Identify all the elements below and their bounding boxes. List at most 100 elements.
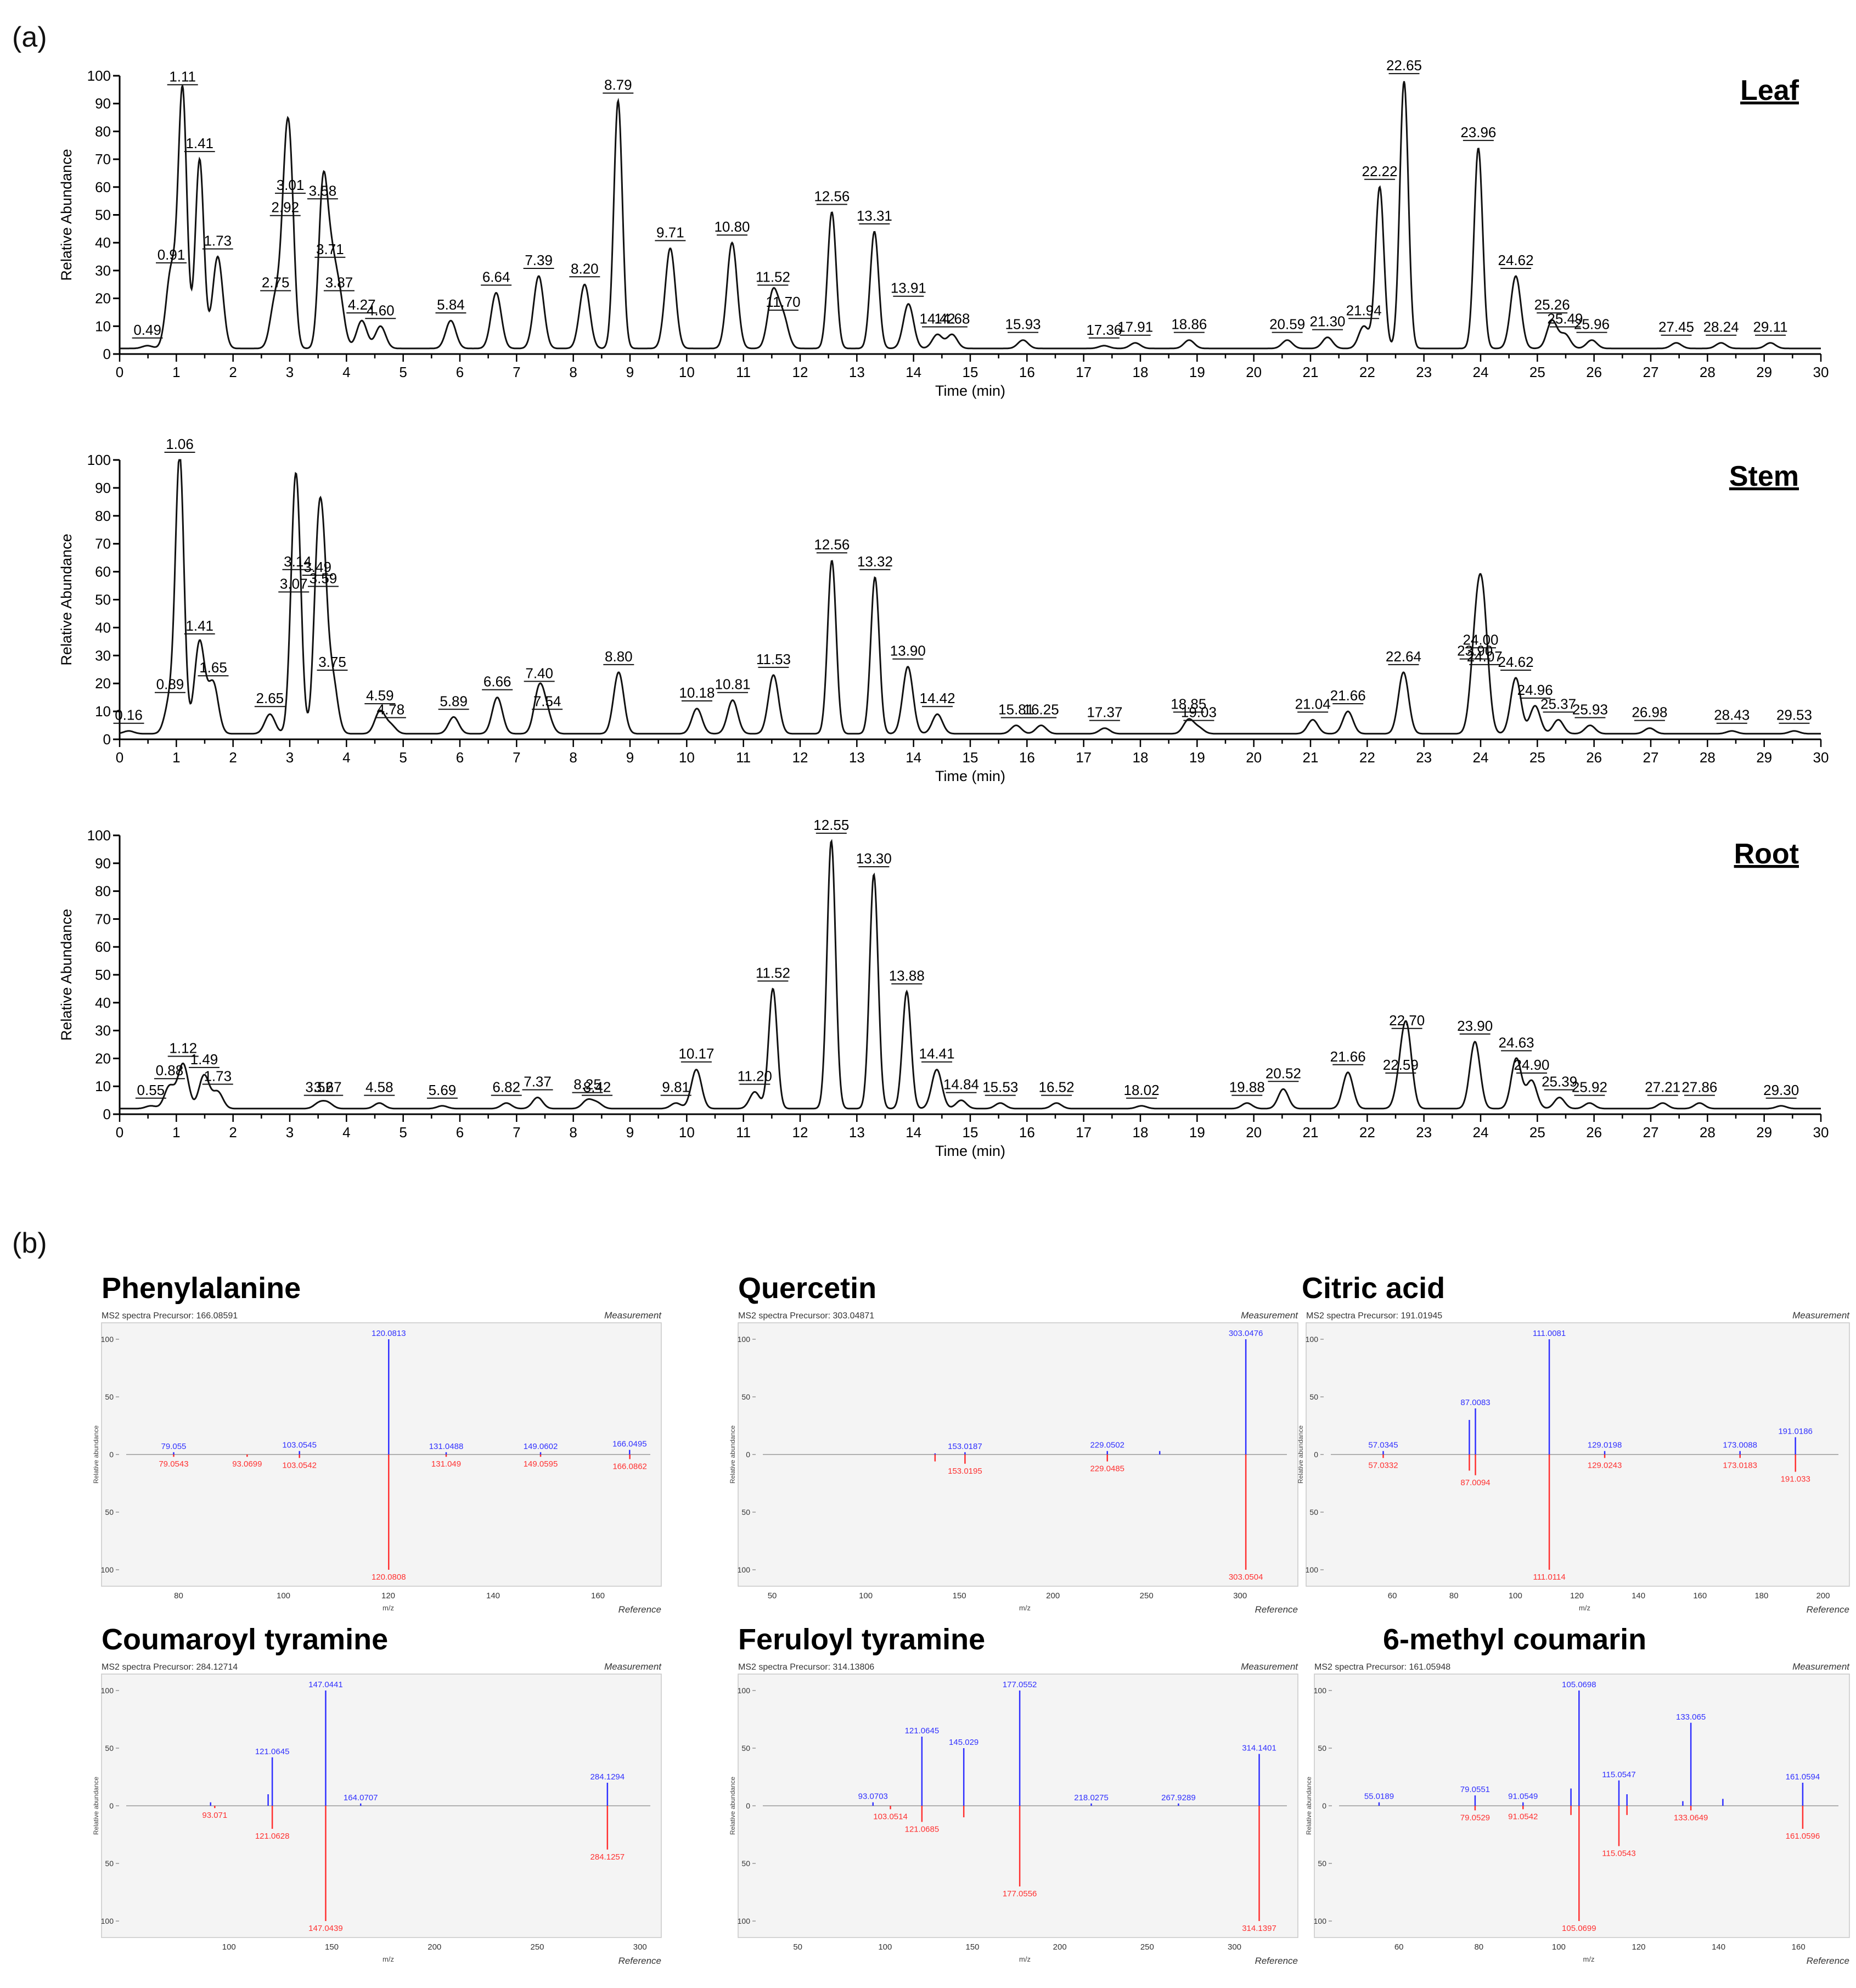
peak-label: 13.31 (857, 207, 892, 224)
measurement-peak-label: 93.0703 (858, 1792, 888, 1801)
peak-label: 12.55 (813, 817, 849, 833)
x-tick-label: 13 (849, 749, 865, 766)
peak-label: 13.90 (890, 643, 926, 659)
measurement-peak-label: 191.0186 (1778, 1427, 1813, 1436)
peak-label: 3.01 (277, 177, 305, 193)
x-tick-label: 6 (456, 749, 464, 766)
y-tick-label: 100 (738, 1335, 751, 1344)
y-tick-label: 50 (95, 592, 111, 608)
peak-label: 17.37 (1087, 704, 1122, 721)
y-tick-label: 50 (741, 1859, 750, 1868)
peak-label: 9.71 (656, 224, 684, 240)
y-tick-label: 100 (1306, 1565, 1319, 1574)
reference-peak-label: 149.0595 (524, 1459, 558, 1469)
x-axis-label: Time (min) (935, 1143, 1005, 1159)
peak-label: 19.88 (1229, 1079, 1265, 1096)
measurement-peak-label: 91.0549 (1508, 1792, 1538, 1801)
peak-label: 4.27 (348, 296, 376, 313)
peak-label: 3.71 (316, 241, 344, 257)
peak-label: 27.21 (1645, 1079, 1680, 1096)
peak-label: 27.86 (1681, 1079, 1717, 1096)
x-tick-label: 18 (1133, 1124, 1149, 1141)
measurement-peak-label: 121.0645 (905, 1726, 940, 1736)
peak-label: 24.62 (1498, 252, 1534, 268)
peak-label: 1.06 (166, 436, 194, 452)
x-tick-label: 100 (1552, 1942, 1566, 1952)
measurement-peak-label: 161.0594 (1786, 1772, 1820, 1782)
peak-label: 2.65 (256, 690, 284, 706)
x-tick-label: 14 (905, 364, 921, 380)
y-axis-label: Relative abundance (729, 1425, 736, 1484)
peak-label: 1.65 (199, 659, 227, 676)
reference-peak-label: 121.0685 (905, 1824, 940, 1834)
peak-label: 25.37 (1540, 695, 1576, 712)
mirror-spectrum-quercetin: Quercetin MS2 spectra Precursor: 303.0487… (729, 1272, 1298, 1615)
peak-label: 1.73 (204, 233, 232, 249)
panel-label-b: (b) (12, 1227, 47, 1259)
peak-label: 3.87 (325, 274, 353, 291)
x-tick-label: 19 (1189, 364, 1205, 380)
reference-peak-label: 79.0543 (159, 1459, 188, 1469)
peak-label: 19.03 (1181, 704, 1217, 721)
x-axis-label: m/z (383, 1604, 394, 1612)
x-tick-label: 25 (1529, 1124, 1545, 1141)
y-tick-label: 50 (105, 1859, 114, 1868)
peak-label: 0.88 (156, 1062, 184, 1079)
peak-label: 18.02 (1124, 1082, 1160, 1098)
reference-label: Reference (1255, 1956, 1298, 1966)
x-tick-label: 250 (1140, 1942, 1154, 1952)
x-tick-label: 8 (569, 1124, 577, 1141)
reference-peak-label: 129.0243 (1588, 1461, 1622, 1470)
peak-label: 25.92 (1572, 1079, 1607, 1096)
reference-peak-label: 93.0699 (232, 1459, 262, 1469)
reference-label: Reference (618, 1604, 661, 1615)
x-tick-label: 11 (736, 1124, 751, 1141)
measurement-peak-label: 120.0813 (372, 1329, 406, 1338)
y-axis-label: Relative abundance (92, 1777, 100, 1835)
x-tick-label: 9 (626, 749, 634, 766)
x-tick-label: 10 (679, 1124, 695, 1141)
x-tick-label: 24 (1473, 1124, 1489, 1141)
y-tick-label: 100 (738, 1917, 751, 1925)
y-tick-label: 60 (95, 939, 111, 955)
x-axis-label: m/z (1579, 1604, 1590, 1612)
x-tick-label: 50 (793, 1942, 802, 1952)
x-tick-label: 200 (1816, 1591, 1830, 1600)
measurement-peak-label: 267.9289 (1161, 1793, 1196, 1802)
x-tick-label: 200 (1046, 1591, 1060, 1600)
x-tick-label: 5 (399, 749, 407, 766)
peak-label: 29.11 (1753, 319, 1787, 335)
x-tick-label: 28 (1700, 749, 1716, 766)
measurement-peak-label: 149.0602 (524, 1442, 558, 1451)
x-tick-label: 20 (1246, 364, 1262, 380)
peak-label: 22.64 (1386, 648, 1421, 665)
peak-label: 4.78 (377, 701, 405, 718)
peak-label: 25.26 (1534, 296, 1570, 313)
y-tick-label: 70 (95, 536, 111, 552)
x-tick-label: 24 (1473, 364, 1489, 380)
x-tick-label: 7 (513, 749, 520, 766)
reference-peak-label: 173.0183 (1723, 1461, 1757, 1470)
x-tick-label: 21 (1303, 1124, 1319, 1141)
y-tick-label: 100 (87, 827, 111, 844)
y-tick-label: 40 (95, 619, 111, 636)
peak-label: 13.88 (889, 967, 925, 984)
measurement-peak-label: 147.0441 (308, 1680, 343, 1689)
y-tick-label: 30 (95, 262, 111, 279)
x-tick-label: 100 (1509, 1591, 1522, 1600)
peak-label: 13.91 (891, 280, 926, 296)
y-tick-label: 80 (95, 123, 111, 139)
measurement-peak-label: 173.0088 (1723, 1441, 1757, 1450)
peak-label: 21.66 (1330, 1048, 1366, 1065)
y-tick-label: 90 (95, 855, 111, 872)
precursor-label: MS2 spectra Precursor: 161.05948 (1314, 1663, 1450, 1672)
x-tick-label: 100 (878, 1942, 892, 1952)
x-tick-label: 200 (428, 1942, 441, 1952)
x-tick-label: 29 (1756, 1124, 1772, 1141)
y-tick-label: 40 (95, 995, 111, 1011)
precursor-label: MS2 spectra Precursor: 303.04871 (738, 1311, 874, 1321)
reference-peak-label: 133.0649 (1674, 1813, 1708, 1822)
x-tick-label: 80 (1449, 1591, 1459, 1600)
peak-label: 24.90 (1514, 1057, 1549, 1073)
x-tick-label: 22 (1359, 364, 1375, 380)
